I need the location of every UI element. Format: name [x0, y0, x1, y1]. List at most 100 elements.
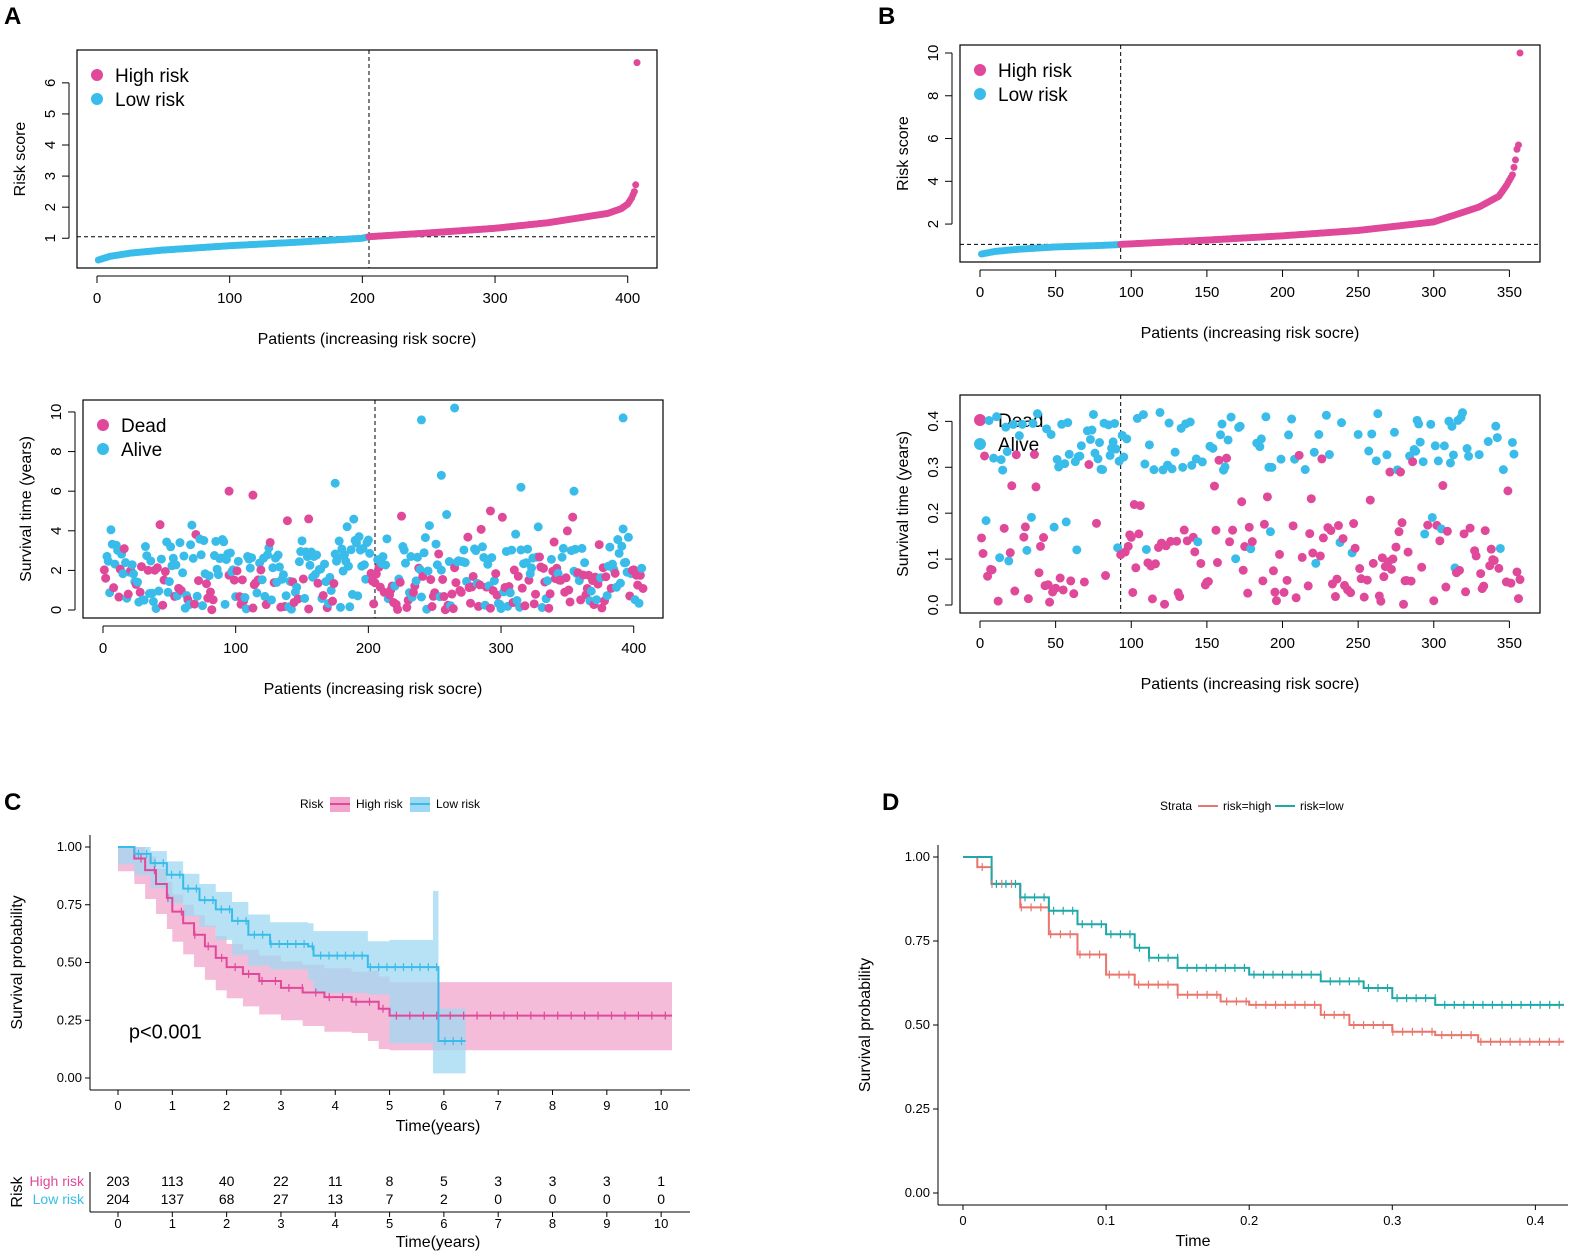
dead-point	[229, 575, 239, 585]
alive-point	[240, 593, 250, 603]
x-tick-label: 400	[621, 640, 646, 657]
dead-point	[1365, 495, 1375, 505]
dead-point	[1270, 587, 1280, 597]
dead-point	[1043, 580, 1053, 590]
alive-point	[995, 553, 1005, 563]
y-axis-title: Survival probability	[857, 958, 874, 1092]
legend-label: Alive	[121, 440, 162, 461]
alive-point	[1371, 456, 1381, 466]
alive-point	[1267, 462, 1277, 472]
dead-point	[1209, 481, 1219, 491]
alive-point	[416, 592, 426, 602]
risk-table-count: 7	[386, 1191, 394, 1207]
alive-point	[1458, 408, 1468, 418]
alive-point	[106, 525, 116, 535]
alive-point	[382, 534, 392, 544]
dead-point	[426, 575, 436, 585]
alive-point	[245, 563, 255, 573]
dead-point	[1423, 520, 1433, 530]
dead-point	[298, 574, 308, 584]
alive-point	[127, 560, 137, 570]
risk-table-count: 137	[161, 1191, 185, 1207]
x-tick-label: 150	[1194, 635, 1219, 652]
alive-point	[623, 532, 633, 542]
dead-point	[205, 587, 215, 597]
dead-point	[1147, 594, 1157, 604]
x-tick-label: 150	[1194, 284, 1219, 301]
alive-point	[431, 539, 441, 549]
alive-point	[1164, 418, 1174, 428]
dead-point	[545, 589, 555, 599]
legend-marker	[97, 419, 109, 431]
x-tick-label: 9	[603, 1098, 610, 1113]
x-tick-label: 350	[1497, 284, 1522, 301]
dead-point	[1459, 529, 1469, 539]
alive-point	[621, 557, 631, 567]
x-tick-label: 200	[1270, 635, 1295, 652]
dead-point	[1034, 568, 1044, 578]
x-tick-label: 350	[1497, 635, 1522, 652]
y-tick-label: 0.1	[925, 549, 942, 570]
risk-table-count: 3	[603, 1173, 611, 1189]
x-tick-label: 0	[114, 1098, 121, 1113]
y-tick-label: 0.2	[925, 503, 942, 524]
alive-point	[558, 543, 568, 553]
risk-table-count: 2	[440, 1191, 448, 1207]
dead-point	[1007, 481, 1017, 491]
y-tick-label: 5	[42, 110, 59, 118]
x-tick-label: 50	[1047, 284, 1064, 301]
x-tick-label: 0.1	[1097, 1213, 1115, 1228]
alive-point	[516, 482, 526, 492]
alive-point	[1509, 449, 1519, 459]
legend-marker	[91, 69, 103, 81]
alive-point	[1314, 429, 1324, 439]
dead-point	[1247, 537, 1257, 547]
x-axis-title: Patients (increasing risk socre)	[1141, 325, 1360, 342]
alive-point	[1167, 464, 1177, 474]
dead-point	[328, 596, 338, 606]
x-tick-label: 6	[440, 1098, 447, 1113]
alive-point	[1149, 465, 1159, 475]
panel-letter-a: A	[4, 3, 21, 30]
alive-point	[617, 541, 627, 551]
risk-table-count: 3	[494, 1173, 502, 1189]
alive-point	[219, 537, 229, 547]
y-tick-label: 8	[48, 447, 65, 455]
alive-point	[175, 538, 185, 548]
legend-title: Risk	[300, 797, 324, 811]
dead-point	[977, 533, 987, 543]
alive-point	[1187, 460, 1197, 470]
alive-point	[618, 524, 628, 534]
alive-point	[154, 586, 164, 596]
dead-point	[135, 587, 145, 597]
dead-point	[987, 565, 997, 575]
alive-point	[140, 542, 150, 552]
dead-point	[1123, 541, 1133, 551]
dead-point	[369, 599, 379, 609]
alive-point	[192, 591, 202, 601]
dead-point	[568, 512, 578, 522]
alive-point	[1087, 425, 1097, 435]
alive-point	[1448, 450, 1458, 460]
alive-point	[992, 412, 1002, 422]
x-tick-label: 0.3	[1383, 1213, 1401, 1228]
dead-point	[473, 601, 483, 611]
dead-point	[1318, 533, 1328, 543]
alive-point	[1414, 419, 1424, 429]
alive-point	[1420, 529, 1430, 539]
dead-point	[538, 563, 548, 573]
alive-point	[1138, 410, 1148, 420]
dead-point	[1396, 467, 1406, 477]
alive-point	[1287, 414, 1297, 424]
dead-point	[564, 585, 574, 595]
dead-point	[1303, 581, 1313, 591]
alive-point	[1261, 412, 1271, 422]
alive-point	[1113, 543, 1123, 553]
alive-point	[1418, 457, 1428, 467]
x-tick-label: 3	[277, 1098, 284, 1113]
risk-table-count: 40	[219, 1173, 235, 1189]
dead-point	[1503, 486, 1513, 496]
alive-point	[1321, 410, 1331, 420]
dead-point	[293, 594, 303, 604]
dead-point	[517, 583, 527, 593]
